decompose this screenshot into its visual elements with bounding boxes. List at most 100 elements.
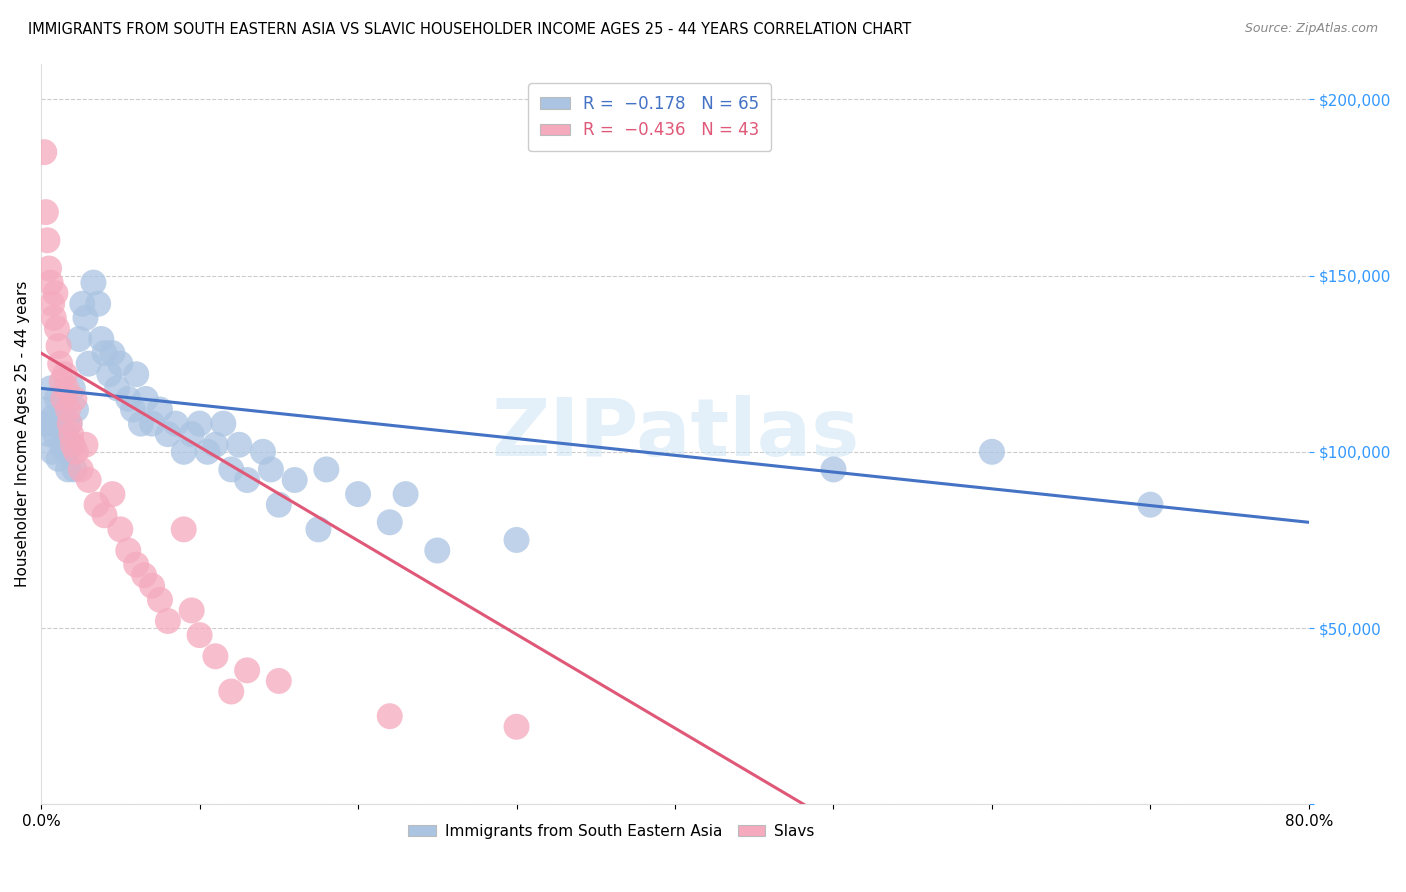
Point bbox=[52, 402, 75, 417]
Point bbox=[53, 368, 76, 382]
Point bbox=[173, 522, 195, 536]
Legend: Immigrants from South Eastern Asia, Slavs: Immigrants from South Eastern Asia, Slav… bbox=[402, 818, 821, 845]
Point bbox=[39, 276, 62, 290]
Point bbox=[347, 487, 370, 501]
Point bbox=[426, 543, 449, 558]
Point bbox=[129, 417, 152, 431]
Point bbox=[505, 720, 527, 734]
Point bbox=[48, 451, 70, 466]
Point bbox=[42, 310, 65, 325]
Point bbox=[823, 462, 845, 476]
Point bbox=[141, 417, 163, 431]
Point bbox=[46, 392, 69, 406]
Point bbox=[38, 427, 60, 442]
Point bbox=[65, 445, 87, 459]
Point bbox=[48, 339, 70, 353]
Point bbox=[75, 310, 97, 325]
Point bbox=[56, 462, 79, 476]
Point bbox=[59, 417, 82, 431]
Point bbox=[53, 427, 76, 442]
Point bbox=[252, 445, 274, 459]
Point bbox=[37, 417, 59, 431]
Point bbox=[41, 297, 63, 311]
Point bbox=[65, 402, 87, 417]
Point bbox=[505, 533, 527, 547]
Point bbox=[219, 462, 242, 476]
Point bbox=[35, 205, 58, 219]
Point bbox=[62, 381, 84, 395]
Point bbox=[75, 438, 97, 452]
Point bbox=[42, 409, 65, 424]
Point bbox=[87, 297, 110, 311]
Point bbox=[41, 445, 63, 459]
Point bbox=[110, 357, 132, 371]
Point bbox=[378, 516, 401, 530]
Y-axis label: Householder Income Ages 25 - 44 years: Householder Income Ages 25 - 44 years bbox=[15, 281, 30, 587]
Point bbox=[180, 427, 202, 442]
Point bbox=[173, 445, 195, 459]
Point bbox=[117, 543, 139, 558]
Point bbox=[35, 402, 58, 417]
Point bbox=[267, 498, 290, 512]
Point bbox=[125, 558, 148, 572]
Point bbox=[110, 522, 132, 536]
Point bbox=[197, 445, 219, 459]
Point bbox=[219, 684, 242, 698]
Text: ZIPatlas: ZIPatlas bbox=[491, 395, 859, 473]
Point bbox=[260, 462, 283, 476]
Point bbox=[149, 592, 172, 607]
Point bbox=[204, 438, 226, 452]
Point bbox=[236, 664, 259, 678]
Point bbox=[60, 438, 83, 452]
Point bbox=[86, 498, 108, 512]
Point bbox=[156, 427, 179, 442]
Point bbox=[141, 579, 163, 593]
Point bbox=[69, 462, 91, 476]
Point bbox=[90, 332, 112, 346]
Point bbox=[38, 261, 60, 276]
Point bbox=[188, 417, 211, 431]
Point bbox=[315, 462, 337, 476]
Text: IMMIGRANTS FROM SOUTH EASTERN ASIA VS SLAVIC HOUSEHOLDER INCOME AGES 25 - 44 YEA: IMMIGRANTS FROM SOUTH EASTERN ASIA VS SL… bbox=[28, 22, 911, 37]
Point bbox=[59, 417, 82, 431]
Point bbox=[55, 445, 77, 459]
Point bbox=[93, 346, 115, 360]
Point bbox=[188, 628, 211, 642]
Point bbox=[51, 438, 73, 452]
Point bbox=[981, 445, 1004, 459]
Point bbox=[62, 438, 84, 452]
Point bbox=[122, 402, 145, 417]
Point bbox=[378, 709, 401, 723]
Point bbox=[32, 417, 55, 431]
Point bbox=[117, 392, 139, 406]
Point bbox=[98, 368, 121, 382]
Point bbox=[156, 614, 179, 628]
Point bbox=[204, 649, 226, 664]
Point bbox=[72, 297, 94, 311]
Point bbox=[52, 392, 75, 406]
Point bbox=[101, 346, 124, 360]
Text: Source: ZipAtlas.com: Source: ZipAtlas.com bbox=[1244, 22, 1378, 36]
Point bbox=[46, 321, 69, 335]
Point bbox=[60, 427, 83, 442]
Point bbox=[82, 276, 104, 290]
Point bbox=[267, 673, 290, 688]
Point bbox=[135, 392, 157, 406]
Point bbox=[149, 402, 172, 417]
Point bbox=[56, 402, 79, 417]
Point bbox=[134, 568, 156, 582]
Point bbox=[37, 233, 59, 247]
Point bbox=[67, 332, 90, 346]
Point bbox=[44, 427, 66, 442]
Point bbox=[49, 357, 72, 371]
Point bbox=[51, 374, 73, 388]
Point bbox=[212, 417, 235, 431]
Point bbox=[228, 438, 250, 452]
Point bbox=[39, 381, 62, 395]
Point bbox=[394, 487, 416, 501]
Point bbox=[32, 145, 55, 160]
Point bbox=[284, 473, 307, 487]
Point bbox=[125, 368, 148, 382]
Point bbox=[77, 357, 100, 371]
Point bbox=[165, 417, 187, 431]
